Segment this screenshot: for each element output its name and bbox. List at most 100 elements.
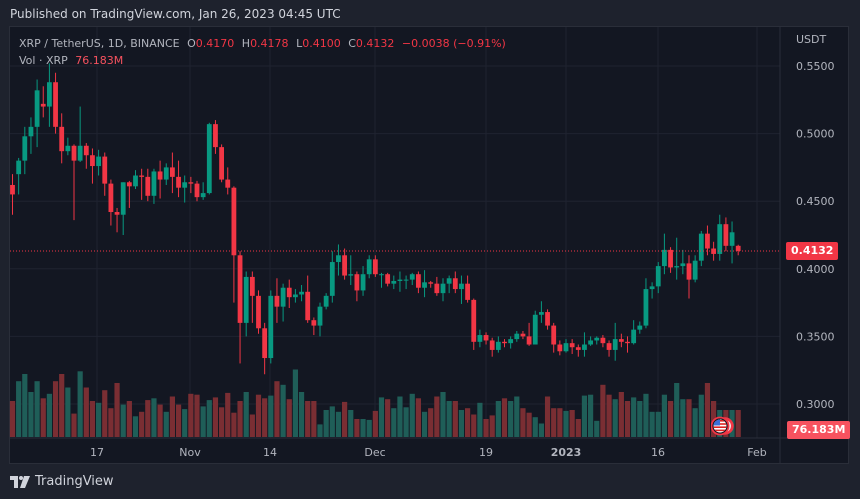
- candle-body: [200, 193, 206, 198]
- candle-body: [120, 182, 126, 215]
- volume-bar: [255, 394, 262, 437]
- volume-bar: [114, 383, 120, 437]
- volume-bar: [120, 404, 126, 437]
- symbol-title[interactable]: XRP / TetherUS, 1D, BINANCE: [19, 37, 180, 50]
- volume-bar: [526, 412, 532, 437]
- volume-bar: [71, 413, 77, 437]
- volume-bar: [446, 401, 452, 437]
- volume-bar: [680, 399, 686, 437]
- candle-body: [649, 286, 655, 290]
- candle-body: [83, 145, 89, 156]
- volume-bar: [65, 387, 71, 437]
- candle-body: [698, 233, 704, 261]
- candle-body: [311, 320, 317, 326]
- candle-body: [409, 274, 415, 280]
- candle-body: [206, 124, 212, 194]
- volume-label[interactable]: Vol · XRP: [19, 54, 68, 67]
- volume-bar: [175, 404, 182, 437]
- candle-body: [231, 187, 237, 256]
- candle-body: [459, 283, 464, 290]
- candle-body: [618, 339, 624, 342]
- candle-body: [293, 294, 298, 298]
- candle-body: [551, 325, 557, 345]
- candle-body: [471, 299, 477, 342]
- candle-body: [188, 182, 194, 184]
- volume-bar: [34, 381, 40, 437]
- volume-bar: [151, 398, 157, 437]
- candle-body: [711, 248, 716, 254]
- volume-bar: [581, 395, 588, 437]
- candle-body: [317, 306, 323, 326]
- time-axis-tick: 14: [263, 446, 277, 459]
- candle-body: [582, 344, 587, 350]
- volume-bar: [298, 392, 305, 437]
- volume-bar: [46, 393, 52, 437]
- candle-body: [96, 156, 101, 167]
- volume-bar: [594, 420, 600, 437]
- volume-bar: [508, 401, 514, 437]
- candle-body: [625, 341, 630, 344]
- candle-body: [213, 124, 218, 148]
- candle-body: [514, 333, 520, 340]
- volume-bar: [495, 401, 501, 437]
- volume-bar: [342, 401, 348, 437]
- volume-bar: [9, 401, 16, 437]
- volume-bar: [378, 397, 385, 437]
- volume-bar: [268, 395, 274, 437]
- volume-bar: [83, 387, 89, 437]
- candle-body: [674, 266, 680, 268]
- volume-bar: [440, 392, 446, 437]
- candle-body: [237, 255, 243, 323]
- volume-bar: [520, 408, 526, 437]
- volume-bar: [489, 415, 495, 437]
- volume-bar: [428, 408, 434, 437]
- candle-body: [163, 167, 169, 180]
- volume-bar: [391, 408, 397, 437]
- candle-body: [40, 103, 46, 107]
- candle-body: [606, 343, 612, 350]
- candle-body: [434, 283, 440, 294]
- candle-body: [637, 325, 643, 330]
- volume-bar: [77, 371, 83, 437]
- candle-body: [385, 274, 391, 284]
- published-caption: Published on TradingView.com, Jan 26, 20…: [10, 7, 341, 21]
- candle-body: [34, 90, 40, 127]
- volume-bar: [538, 423, 544, 437]
- candle-body: [59, 126, 65, 152]
- volume-bar: [108, 408, 114, 437]
- candle-body: [655, 266, 661, 287]
- volume-bar: [434, 396, 440, 437]
- price-axis-tick: 0.3000: [796, 398, 835, 411]
- volume-bar: [385, 399, 391, 437]
- current-volume-tag: 76.183M: [787, 421, 851, 439]
- candle-body: [403, 279, 409, 281]
- volume-bar: [501, 398, 508, 437]
- candle-body: [348, 274, 354, 276]
- candle-body: [483, 335, 489, 341]
- tradingview-logo[interactable]: TradingView: [10, 474, 114, 489]
- volume-bar: [163, 411, 169, 437]
- candle-body: [428, 282, 434, 284]
- volume-bar: [188, 393, 194, 437]
- volume-bar: [372, 410, 378, 437]
- volume-bar: [200, 406, 206, 437]
- ohlc-open: O0.4170: [187, 37, 235, 50]
- volume-bar: [16, 381, 22, 437]
- us-flag-event-icon[interactable]: [710, 416, 734, 436]
- candle-body: [422, 282, 427, 288]
- volume-bar: [557, 408, 563, 437]
- price-axis-tick: 0.5500: [796, 60, 835, 73]
- time-axis-tick: Nov: [179, 446, 201, 459]
- candle-body: [157, 171, 163, 180]
- volume-bar: [305, 401, 311, 437]
- volume-bar: [274, 381, 280, 437]
- candle-body: [10, 184, 15, 195]
- candle-body: [53, 82, 58, 127]
- volume-bar: [182, 409, 188, 437]
- volume-bar: [311, 401, 317, 437]
- candle-body: [77, 145, 83, 161]
- volume-bar: [145, 400, 151, 437]
- volume-bar: [606, 394, 612, 437]
- candle-body: [286, 287, 292, 298]
